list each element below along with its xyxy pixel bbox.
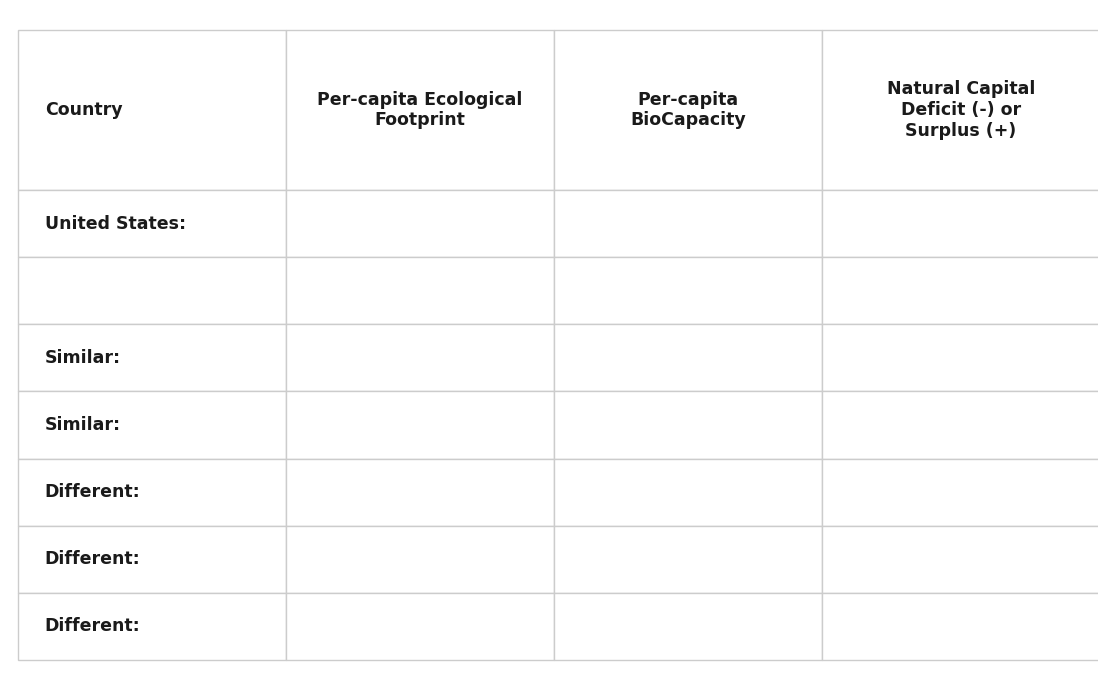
Bar [285, 324, 554, 391]
Text: Similar:: Similar: [45, 349, 121, 367]
Bar [285, 257, 554, 324]
Bar [822, 190, 1098, 257]
Bar [285, 30, 554, 190]
Bar [285, 525, 554, 593]
Bar [822, 593, 1098, 660]
Bar [18, 458, 285, 525]
Bar [554, 257, 822, 324]
Bar [285, 458, 554, 525]
Bar [822, 257, 1098, 324]
Text: Per-capita
BioCapacity: Per-capita BioCapacity [630, 90, 746, 129]
Text: Different:: Different: [45, 483, 141, 501]
Bar [18, 593, 285, 660]
Text: Natural Capital
Deficit (-) or
Surplus (+): Natural Capital Deficit (-) or Surplus (… [887, 80, 1035, 140]
Bar [822, 30, 1098, 190]
Bar [285, 190, 554, 257]
Text: Different:: Different: [45, 550, 141, 569]
Bar [554, 391, 822, 458]
Bar [554, 190, 822, 257]
Text: Per-capita Ecological
Footprint: Per-capita Ecological Footprint [317, 90, 523, 129]
Bar [822, 391, 1098, 458]
Text: Different:: Different: [45, 617, 141, 636]
Bar [18, 30, 285, 190]
Bar [18, 257, 285, 324]
Bar [18, 324, 285, 391]
Bar [822, 525, 1098, 593]
Bar [18, 190, 285, 257]
Bar [554, 525, 822, 593]
Text: Country: Country [45, 101, 122, 119]
Bar [554, 30, 822, 190]
Bar [554, 593, 822, 660]
Bar [822, 324, 1098, 391]
Bar [285, 391, 554, 458]
Bar [822, 458, 1098, 525]
Bar [554, 324, 822, 391]
Bar [285, 593, 554, 660]
Bar [18, 525, 285, 593]
Text: United States:: United States: [45, 214, 186, 233]
Bar [18, 391, 285, 458]
Text: Similar:: Similar: [45, 416, 121, 434]
Bar [554, 458, 822, 525]
